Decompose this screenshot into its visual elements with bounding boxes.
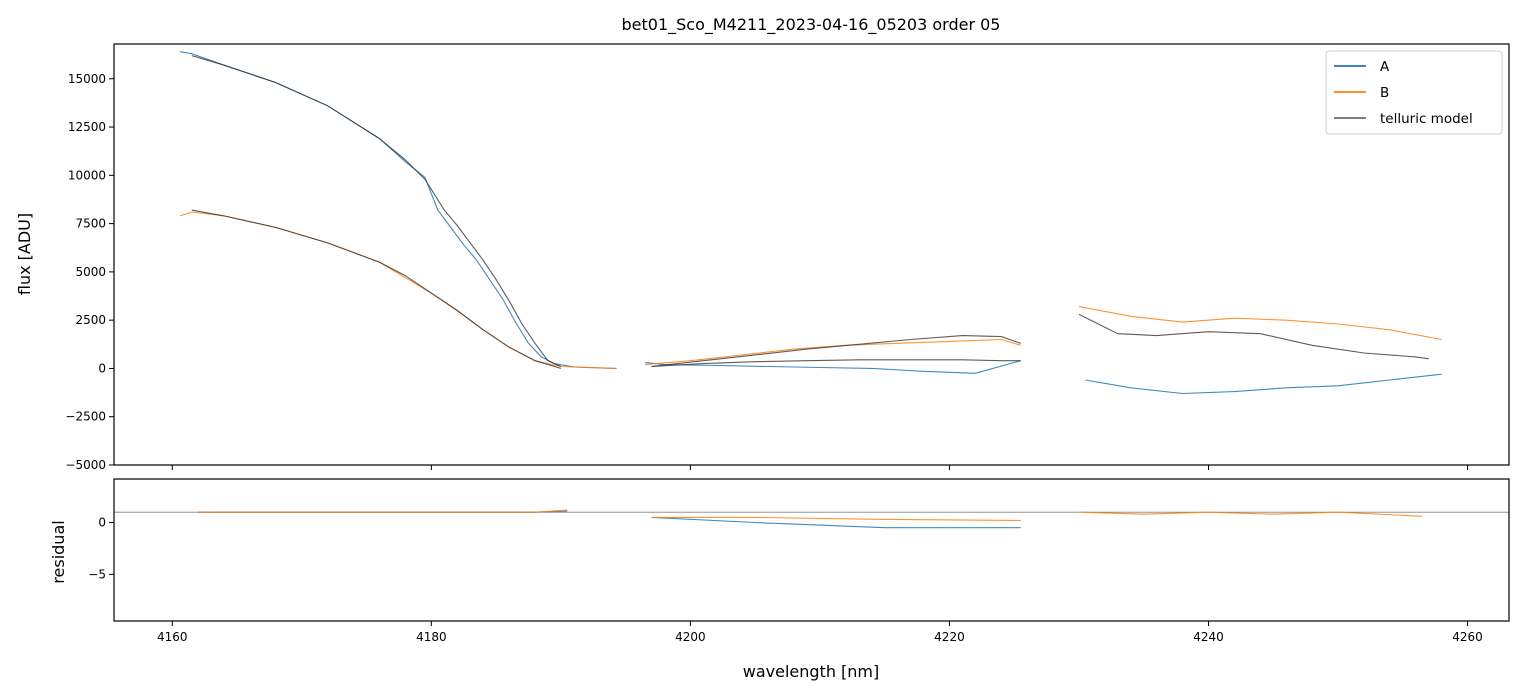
top-series-b-segment-2 <box>1078 306 1442 341</box>
chart-title: bet01_Sco_M4211_2023-04-16_05203 order 0… <box>622 15 1001 35</box>
bottom-xtick-label: 4220 <box>934 630 965 644</box>
top-telluric-model-segment-4 <box>1078 313 1429 360</box>
bottom-series-b-segment-2 <box>1078 511 1423 517</box>
top-panel: −5000 −2500 0 2500 5000 7500 10000 12500 15000 f… <box>15 43 1510 472</box>
bottom-series-b-segment-0 <box>198 509 568 513</box>
bottom-xtick-label: 4240 <box>1193 630 1224 644</box>
legend-label-a: A <box>1380 59 1390 75</box>
top-ytick-label: 15000 <box>68 72 106 86</box>
bottom-ytick-label: −5 <box>88 567 106 581</box>
top-ytick-label: 12500 <box>68 120 106 134</box>
legend-label-b: B <box>1380 85 1389 101</box>
top-ytick-label: −5000 <box>65 458 106 472</box>
top-ytick-label: 0 <box>98 361 106 375</box>
bottom-panel: −5 0 4160 4180 4200 4220 4240 4260 residual wa… <box>49 478 1510 681</box>
x-axis-label: wavelength [nm] <box>743 662 880 681</box>
bottom-ytick-label: 0 <box>98 516 106 530</box>
bottom-xtick-label: 4260 <box>1452 630 1483 644</box>
top-ytick-label: 2500 <box>75 313 106 327</box>
bottom-xtick-label: 4180 <box>416 630 447 644</box>
top-ytick-label: 5000 <box>75 265 106 279</box>
top-ytick-label: 10000 <box>68 168 106 182</box>
top-series-a-segment-2 <box>1085 373 1442 395</box>
bottom-xtick-label: 4200 <box>675 630 706 644</box>
top-telluric-model-segment-2 <box>651 335 1021 368</box>
legend: A B telluric model <box>1325 50 1503 135</box>
top-ytick-label: 7500 <box>75 217 106 231</box>
top-telluric-model-segment-0 <box>191 55 562 368</box>
top-telluric-model-segment-1 <box>191 209 562 369</box>
bottom-series-b-segment-1 <box>651 516 1021 522</box>
top-telluric-model-segment-3 <box>651 359 1021 368</box>
bottom-y-axis-label: residual <box>49 520 68 583</box>
legend-label-telluric: telluric model <box>1380 111 1473 127</box>
top-ytick-label: −2500 <box>65 410 106 424</box>
top-y-axis-label: flux [ADU] <box>15 213 34 295</box>
bottom-xtick-label: 4160 <box>157 630 188 644</box>
bottom-series-a-segment-1 <box>651 516 1021 529</box>
